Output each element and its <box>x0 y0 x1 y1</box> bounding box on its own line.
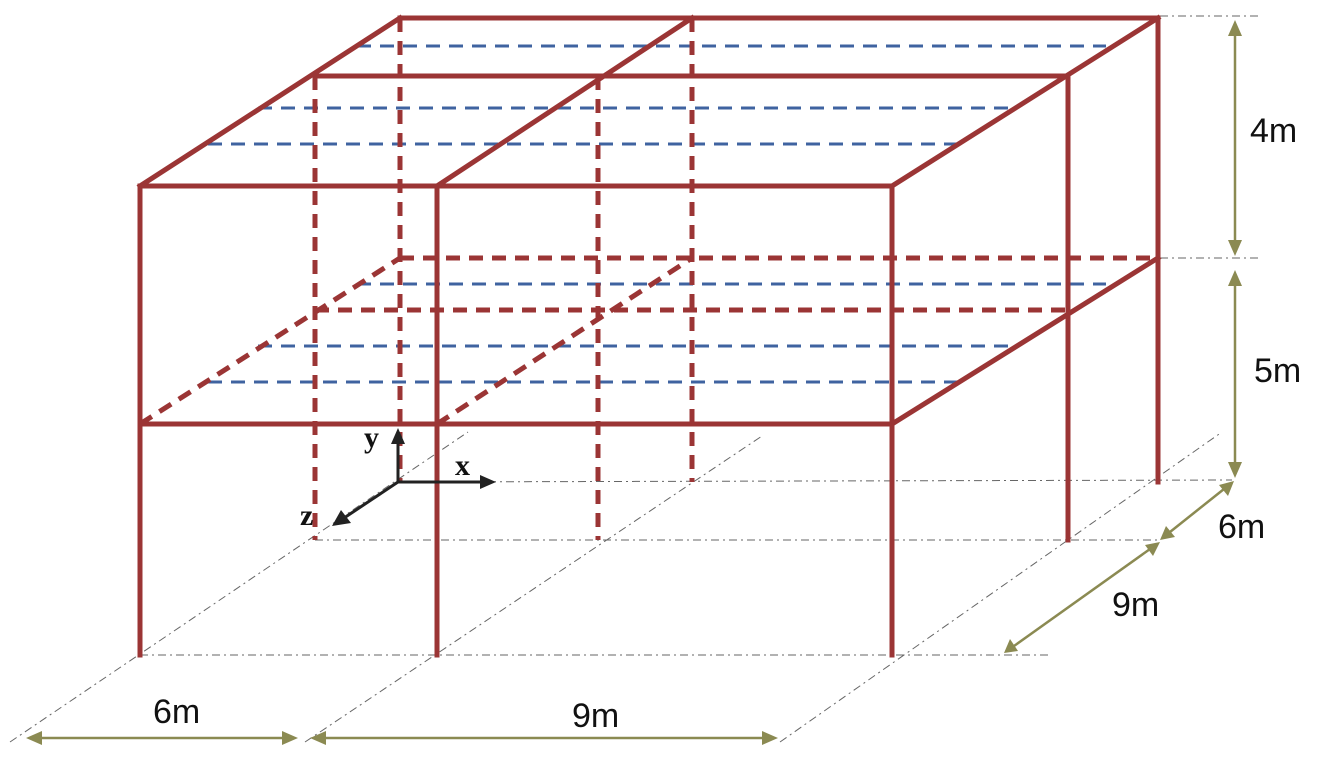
ground-line <box>397 479 1233 483</box>
label-upper-height: 4m <box>1250 112 1297 150</box>
dimension-arrowhead <box>1219 481 1234 496</box>
hidden-frame-members <box>138 18 1158 540</box>
z-axis-arrow <box>343 480 399 520</box>
visible-frame-members <box>136 14 1162 658</box>
roof-beam <box>888 14 1162 190</box>
dimension-labels: 4m 5m 6m 9m 6m 9m <box>153 112 1301 735</box>
roof-beam <box>433 14 696 190</box>
dimension-arrowhead <box>1228 20 1242 36</box>
dimension-arrowhead <box>1160 526 1175 540</box>
dimension-arrowhead <box>26 731 42 745</box>
z-arrowhead <box>332 510 351 526</box>
dimension-arrowhead <box>1228 240 1242 256</box>
dimension-arrowhead <box>1145 542 1160 556</box>
ground-line <box>9 431 469 743</box>
dimension-line-front-depth <box>1013 547 1151 648</box>
dimension-arrowhead <box>310 731 326 745</box>
roof-joists <box>208 44 1106 146</box>
hidden-floor-beam <box>435 255 694 427</box>
ground-line <box>304 435 763 743</box>
dimension-arrowhead <box>762 731 778 745</box>
floor-joists <box>208 282 1106 384</box>
y-arrowhead <box>391 428 405 444</box>
label-front-depth: 9m <box>1112 586 1159 624</box>
label-left-width: 6m <box>153 693 200 731</box>
dimension-arrowhead <box>1228 270 1242 286</box>
ground-grid <box>9 15 1258 743</box>
coordinate-axes: y x z <box>300 421 496 532</box>
dimension-arrowhead <box>282 731 298 745</box>
z-axis-label: z <box>300 499 313 532</box>
label-lower-height: 5m <box>1254 352 1301 390</box>
dimension-lines <box>26 20 1242 745</box>
x-axis-label: x <box>455 449 470 482</box>
dimension-line-back-depth <box>1169 488 1225 533</box>
floor-beam <box>888 254 1162 428</box>
hidden-floor-beam <box>138 255 402 427</box>
label-back-depth: 6m <box>1218 508 1265 546</box>
roof-beam <box>136 14 404 190</box>
y-axis-label: y <box>364 421 379 454</box>
dimension-arrowhead <box>1228 462 1242 478</box>
x-arrowhead <box>480 475 496 489</box>
dimension-arrowhead <box>1004 639 1018 653</box>
label-right-width: 9m <box>572 697 619 735</box>
